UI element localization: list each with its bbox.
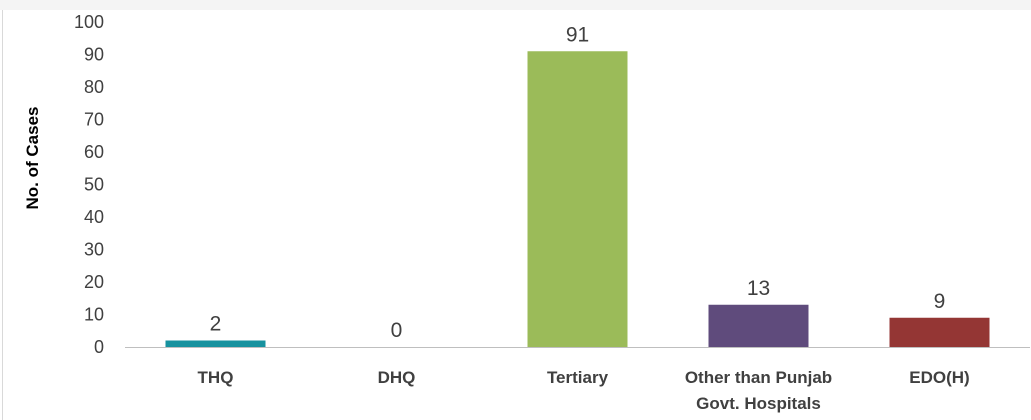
y-tick-label: 90: [84, 45, 104, 65]
bar: [708, 304, 809, 347]
y-tick-label: 20: [84, 272, 104, 292]
x-tick-label: Tertiary: [547, 368, 609, 387]
x-tick-label: Other than Punjab: [685, 368, 832, 387]
y-tick-label: 60: [84, 142, 104, 162]
x-tick-label: THQ: [198, 368, 234, 387]
bars: [165, 51, 990, 347]
x-tick-label: EDO(H): [909, 368, 969, 387]
y-tick-label: 100: [74, 12, 104, 32]
bar: [889, 317, 990, 347]
x-tick-label: Govt. Hospitals: [696, 394, 821, 413]
y-tick-label: 10: [84, 305, 104, 325]
y-tick-label: 30: [84, 240, 104, 260]
x-axis-ticks: THQ DHQ Tertiary Other than Punjab Govt. Hos…: [198, 368, 970, 413]
y-tick-label: 50: [84, 175, 104, 195]
y-tick-label: 70: [84, 110, 104, 130]
data-label: 9: [934, 290, 946, 313]
data-label: 13: [747, 277, 770, 300]
data-label: 91: [566, 23, 589, 46]
data-label: 0: [391, 319, 403, 342]
y-tick-label: 80: [84, 77, 104, 97]
y-axis-label: No. of Cases: [23, 107, 42, 210]
data-label: 2: [210, 313, 222, 336]
y-tick-label: 0: [94, 337, 104, 357]
frame-border: [2, 10, 3, 420]
data-labels: 2 0 91 13 9: [210, 23, 946, 342]
x-tick-label: DHQ: [378, 368, 416, 387]
bar: [165, 340, 266, 347]
y-axis-ticks: 0 10 20 30 40 50 60 70 80 90 100: [74, 12, 104, 357]
bar: [527, 51, 628, 347]
y-tick-label: 40: [84, 207, 104, 227]
title-strip: [0, 0, 1031, 10]
